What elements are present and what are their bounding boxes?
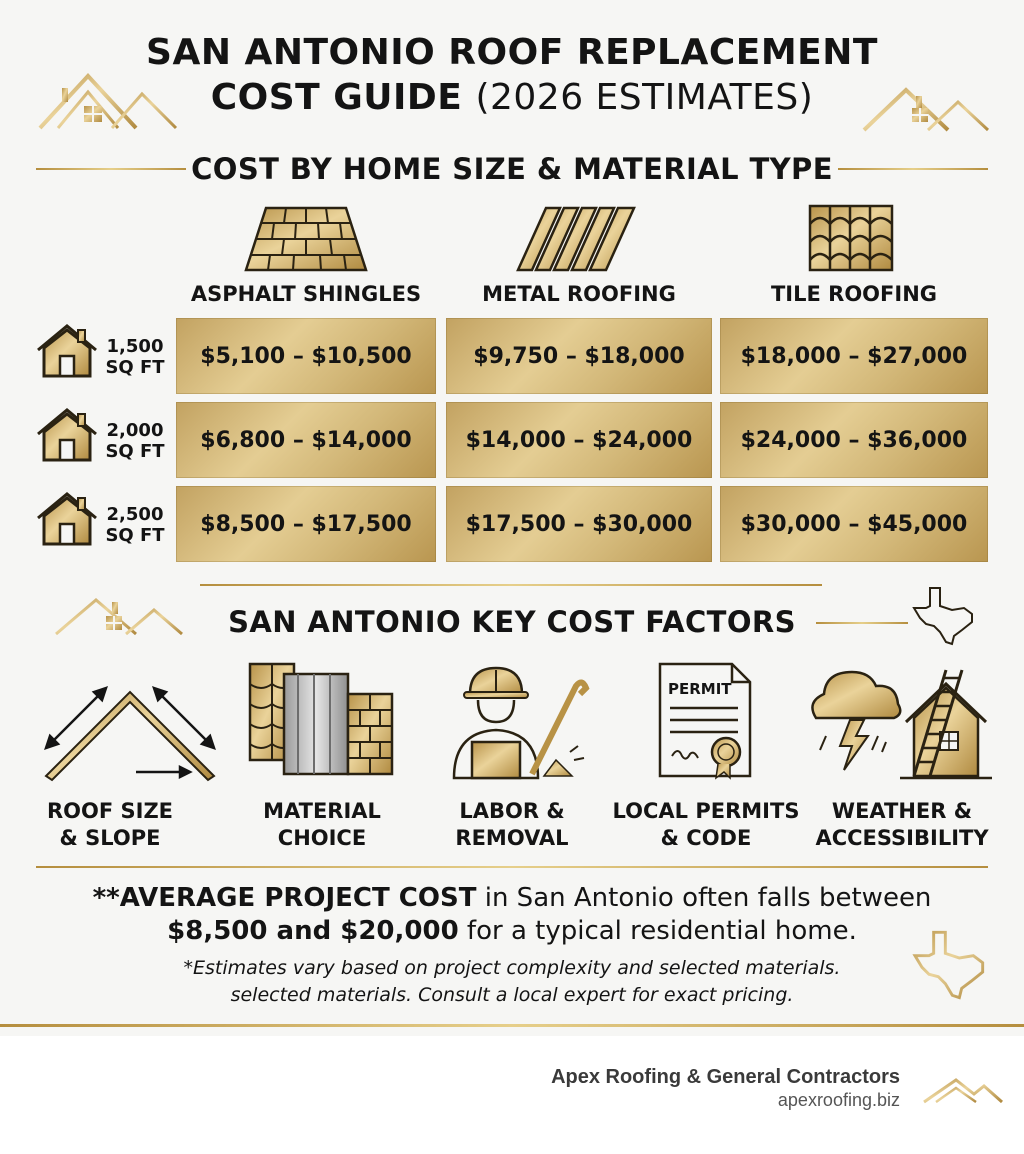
title-line-2: COST GUIDE (2026 ESTIMATES): [0, 75, 1024, 120]
price-cell: $6,800 – $14,000: [176, 402, 436, 478]
factor-label-roof-size: ROOF SIZE & SLOPE: [30, 798, 190, 852]
factor-label-labor: LABOR & REMOVAL: [432, 798, 592, 852]
factor-line1: MATERIAL: [263, 799, 381, 823]
divider: [200, 584, 822, 586]
price-cell: $18,000 – $27,000: [720, 318, 988, 394]
cost-table-heading: COST BY HOME SIZE & MATERIAL TYPE: [191, 152, 833, 186]
row-unit: SQ FT: [105, 525, 165, 546]
footer-divider: [0, 1024, 1024, 1027]
company-url: apexroofing.biz: [777, 1090, 900, 1110]
price-cell: $9,750 – $18,000: [446, 318, 712, 394]
title-line-1: SAN ANTONIO ROOF REPLACEMENT: [146, 32, 878, 73]
row-label-2500: 2,500 SQ FT: [100, 504, 170, 546]
factor-line1: WEATHER &: [831, 799, 973, 823]
factor-label-weather: WEATHER & ACCESSIBILITY: [810, 798, 994, 852]
divider-right: [816, 622, 908, 624]
asphalt-shingles-icon: [244, 206, 368, 272]
page-title: SAN ANTONIO ROOF REPLACEMENT COST GUIDE …: [0, 30, 1024, 120]
factors-heading: SAN ANTONIO KEY COST FACTORS: [228, 605, 796, 639]
divider-left: [36, 168, 186, 170]
summary-line-2: $8,500 and $20,000 for a typical residen…: [0, 915, 1024, 948]
house-icon: [37, 492, 97, 546]
factor-line2: & CODE: [660, 826, 752, 850]
factor-line1: LABOR &: [459, 799, 565, 823]
disclaimer-note: *Estimates vary based on project complex…: [0, 955, 1024, 1009]
storm-ladder-icon: [811, 669, 992, 780]
footer: [0, 1036, 1024, 1154]
price-cell: $14,000 – $24,000: [446, 402, 712, 478]
row-size: 2,500: [106, 504, 164, 525]
divider: [36, 866, 988, 868]
price-cell: $30,000 – $45,000: [720, 486, 988, 562]
row-size: 2,000: [106, 420, 164, 441]
title-light-part: (2026 ESTIMATES): [475, 77, 814, 118]
company-name: Apex Roofing & General Contractors: [551, 1066, 900, 1088]
factor-line2: REMOVAL: [455, 826, 569, 850]
material-samples-icon: [248, 662, 394, 776]
house-outline-icon: [36, 598, 206, 638]
factor-label-permits: LOCAL PERMITS & CODE: [606, 798, 806, 852]
house-outline-right-icon: [858, 87, 992, 134]
note-line-1: *Estimates vary based on project complex…: [183, 957, 841, 979]
note-line-2: selected materials. Consult a local expe…: [230, 984, 794, 1006]
summary-bold-2: $8,500 and $20,000: [167, 916, 459, 946]
factor-label-material: MATERIAL CHOICE: [232, 798, 412, 852]
summary-text-1: in San Antonio often falls between: [476, 883, 932, 913]
factor-line2: CHOICE: [277, 826, 367, 850]
average-cost-summary: **AVERAGE PROJECT COST in San Antonio of…: [0, 882, 1024, 948]
texas-outline-icon: [912, 587, 973, 646]
house-icon: [37, 324, 97, 378]
summary-bold-1: AVERAGE PROJECT COST: [119, 883, 477, 913]
roofer-worker-icon: [452, 666, 590, 780]
metal-roofing-icon: [516, 206, 636, 272]
column-header-tile: TILE ROOFING: [770, 282, 938, 306]
row-label-2000: 2,000 SQ FT: [100, 420, 170, 462]
row-size: 1,500: [106, 336, 164, 357]
divider-right: [838, 168, 988, 170]
factor-line2: & SLOPE: [59, 826, 161, 850]
summary-text-2: for a typical residential home.: [458, 916, 857, 946]
price-cell: $5,100 – $10,500: [176, 318, 436, 394]
price-cell: $8,500 – $17,500: [176, 486, 436, 562]
row-label-1500: 1,500 SQ FT: [100, 336, 170, 378]
roof-slope-icon: [44, 686, 216, 782]
factor-line1: LOCAL PERMITS: [612, 799, 800, 823]
factor-line2: ACCESSIBILITY: [815, 826, 989, 850]
title-bold-part: COST GUIDE: [210, 77, 463, 118]
price-cell: $17,500 – $30,000: [446, 486, 712, 562]
summary-prefix: **: [92, 883, 120, 913]
row-unit: SQ FT: [105, 357, 165, 378]
summary-line-1: **AVERAGE PROJECT COST in San Antonio of…: [0, 882, 1024, 915]
row-unit: SQ FT: [105, 441, 165, 462]
column-header-metal: METAL ROOFING: [482, 282, 676, 306]
tile-roofing-icon: [808, 204, 894, 272]
column-header-asphalt: ASPHALT SHINGLES: [190, 282, 422, 306]
permit-text: PERMIT: [668, 680, 732, 698]
factor-line1: ROOF SIZE: [46, 799, 174, 823]
company-logo-icon: [922, 1078, 1004, 1105]
texas-outline-icon: [912, 930, 985, 1000]
permit-document-icon: PERMIT: [658, 662, 752, 780]
price-cell: $24,000 – $36,000: [720, 402, 988, 478]
house-outline-left-icon: [36, 73, 196, 132]
house-icon: [37, 408, 97, 462]
